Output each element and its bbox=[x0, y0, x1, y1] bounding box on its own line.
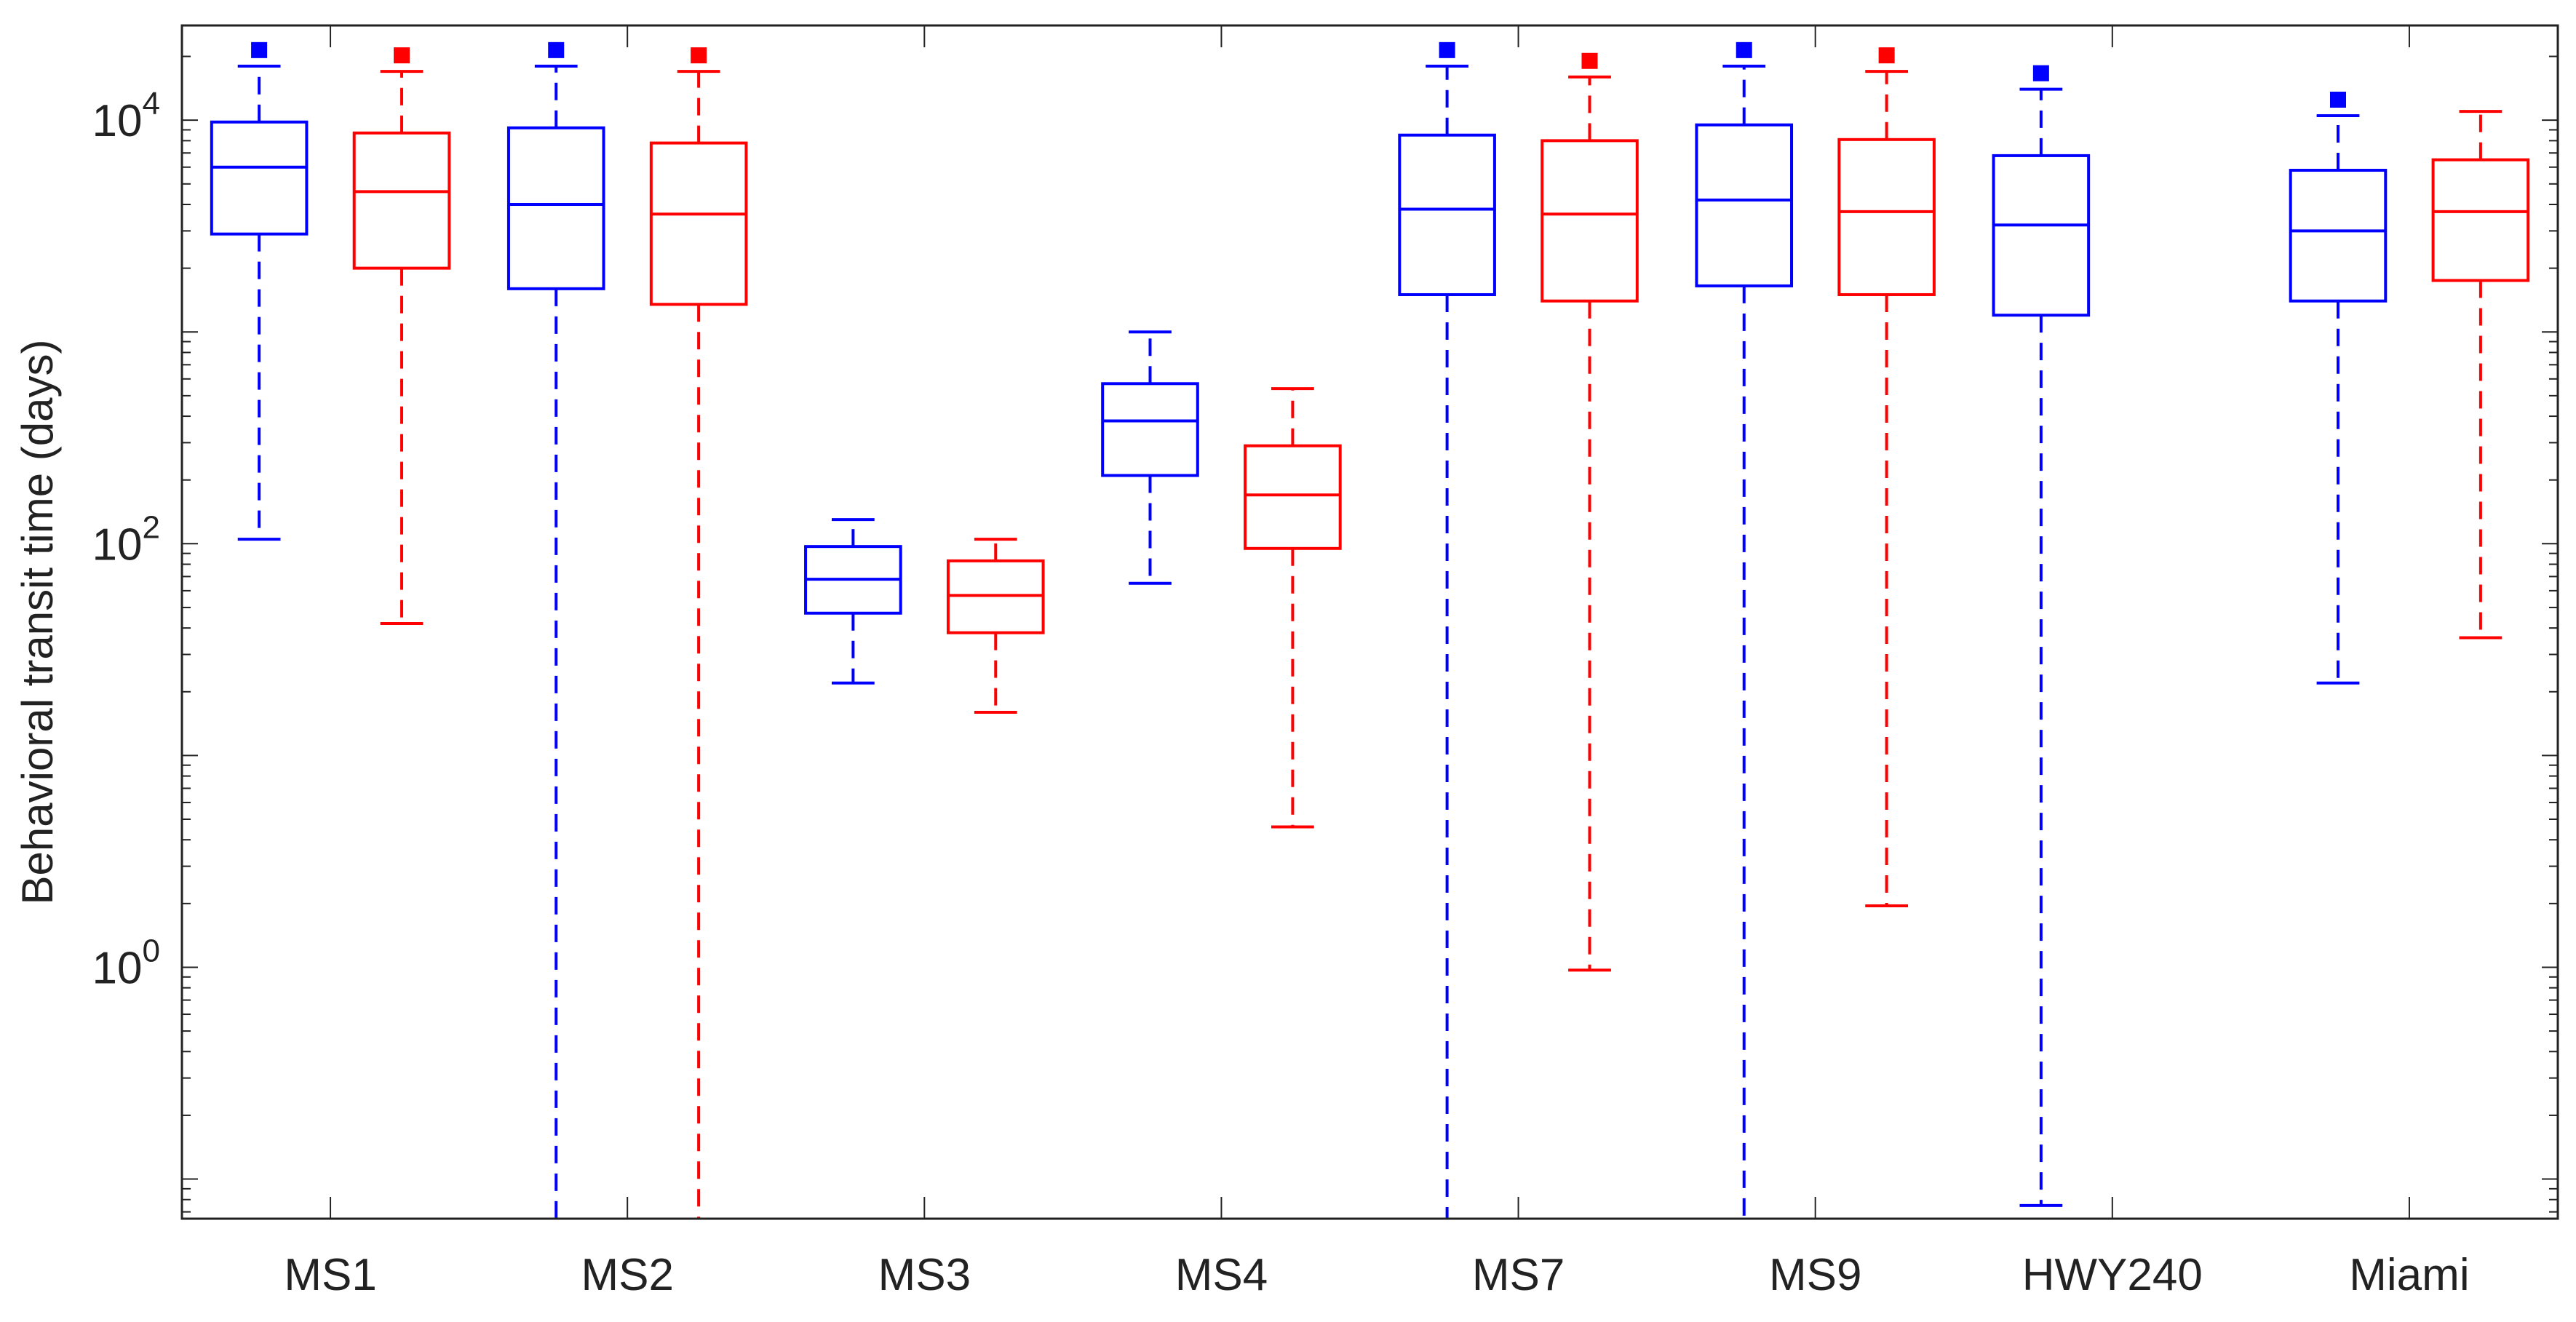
x-tick-label: MS1 bbox=[284, 1250, 376, 1300]
y-tick-label: 100 bbox=[92, 933, 160, 993]
box-iqr bbox=[1101, 382, 1199, 477]
box-iqr bbox=[1398, 133, 1496, 296]
box-iqr bbox=[2289, 169, 2388, 303]
outlier-marker bbox=[2032, 65, 2049, 81]
y-tick-base: 10 bbox=[92, 943, 143, 993]
x-tick-label: MS4 bbox=[1175, 1250, 1268, 1300]
x-tick-label: MS3 bbox=[878, 1250, 971, 1300]
y-tick-exponent: 2 bbox=[143, 509, 160, 545]
outlier-marker bbox=[1736, 41, 1752, 58]
y-tick-exponent: 4 bbox=[143, 86, 160, 122]
x-tick-label: Miami bbox=[2349, 1250, 2469, 1300]
x-tick-label: MS2 bbox=[581, 1250, 673, 1300]
box-iqr bbox=[1695, 123, 1794, 287]
plot-frame bbox=[180, 24, 2559, 1220]
box-iqr bbox=[210, 120, 309, 236]
x-tick-label: MS9 bbox=[1769, 1250, 1861, 1300]
x-tick-label: HWY240 bbox=[2022, 1250, 2203, 1300]
outlier-marker bbox=[691, 47, 707, 64]
box-iqr bbox=[1837, 138, 1936, 296]
outlier-marker bbox=[548, 41, 565, 58]
y-axis-label: Behavioral transit time (days) bbox=[13, 340, 62, 905]
y-tick-exponent: 0 bbox=[143, 933, 160, 968]
box-iqr bbox=[352, 131, 451, 270]
outlier-marker bbox=[1439, 41, 1455, 58]
x-axis: MS1 MS2 MS3 MS4 MS7 MS9 HWY240 Miami bbox=[284, 25, 2470, 1300]
box-iqr bbox=[2431, 158, 2530, 282]
y-tick-label: 104 bbox=[92, 86, 160, 146]
y-tick-label: 102 bbox=[92, 509, 160, 570]
x-tick-label: MS7 bbox=[1472, 1250, 1565, 1300]
y-tick-base: 10 bbox=[92, 96, 143, 146]
box-iqr bbox=[649, 141, 748, 306]
box-iqr bbox=[1244, 444, 1342, 550]
outlier-marker bbox=[1581, 52, 1598, 69]
plot-area bbox=[210, 41, 2530, 1219]
outlier-marker bbox=[394, 47, 410, 64]
box-iqr bbox=[1992, 154, 2091, 317]
outlier-marker bbox=[1878, 47, 1895, 64]
y-tick-base: 10 bbox=[92, 519, 143, 570]
outlier-marker bbox=[2329, 91, 2346, 108]
box-iqr bbox=[506, 126, 605, 290]
outlier-marker bbox=[251, 41, 268, 58]
box-iqr bbox=[1541, 139, 1639, 303]
